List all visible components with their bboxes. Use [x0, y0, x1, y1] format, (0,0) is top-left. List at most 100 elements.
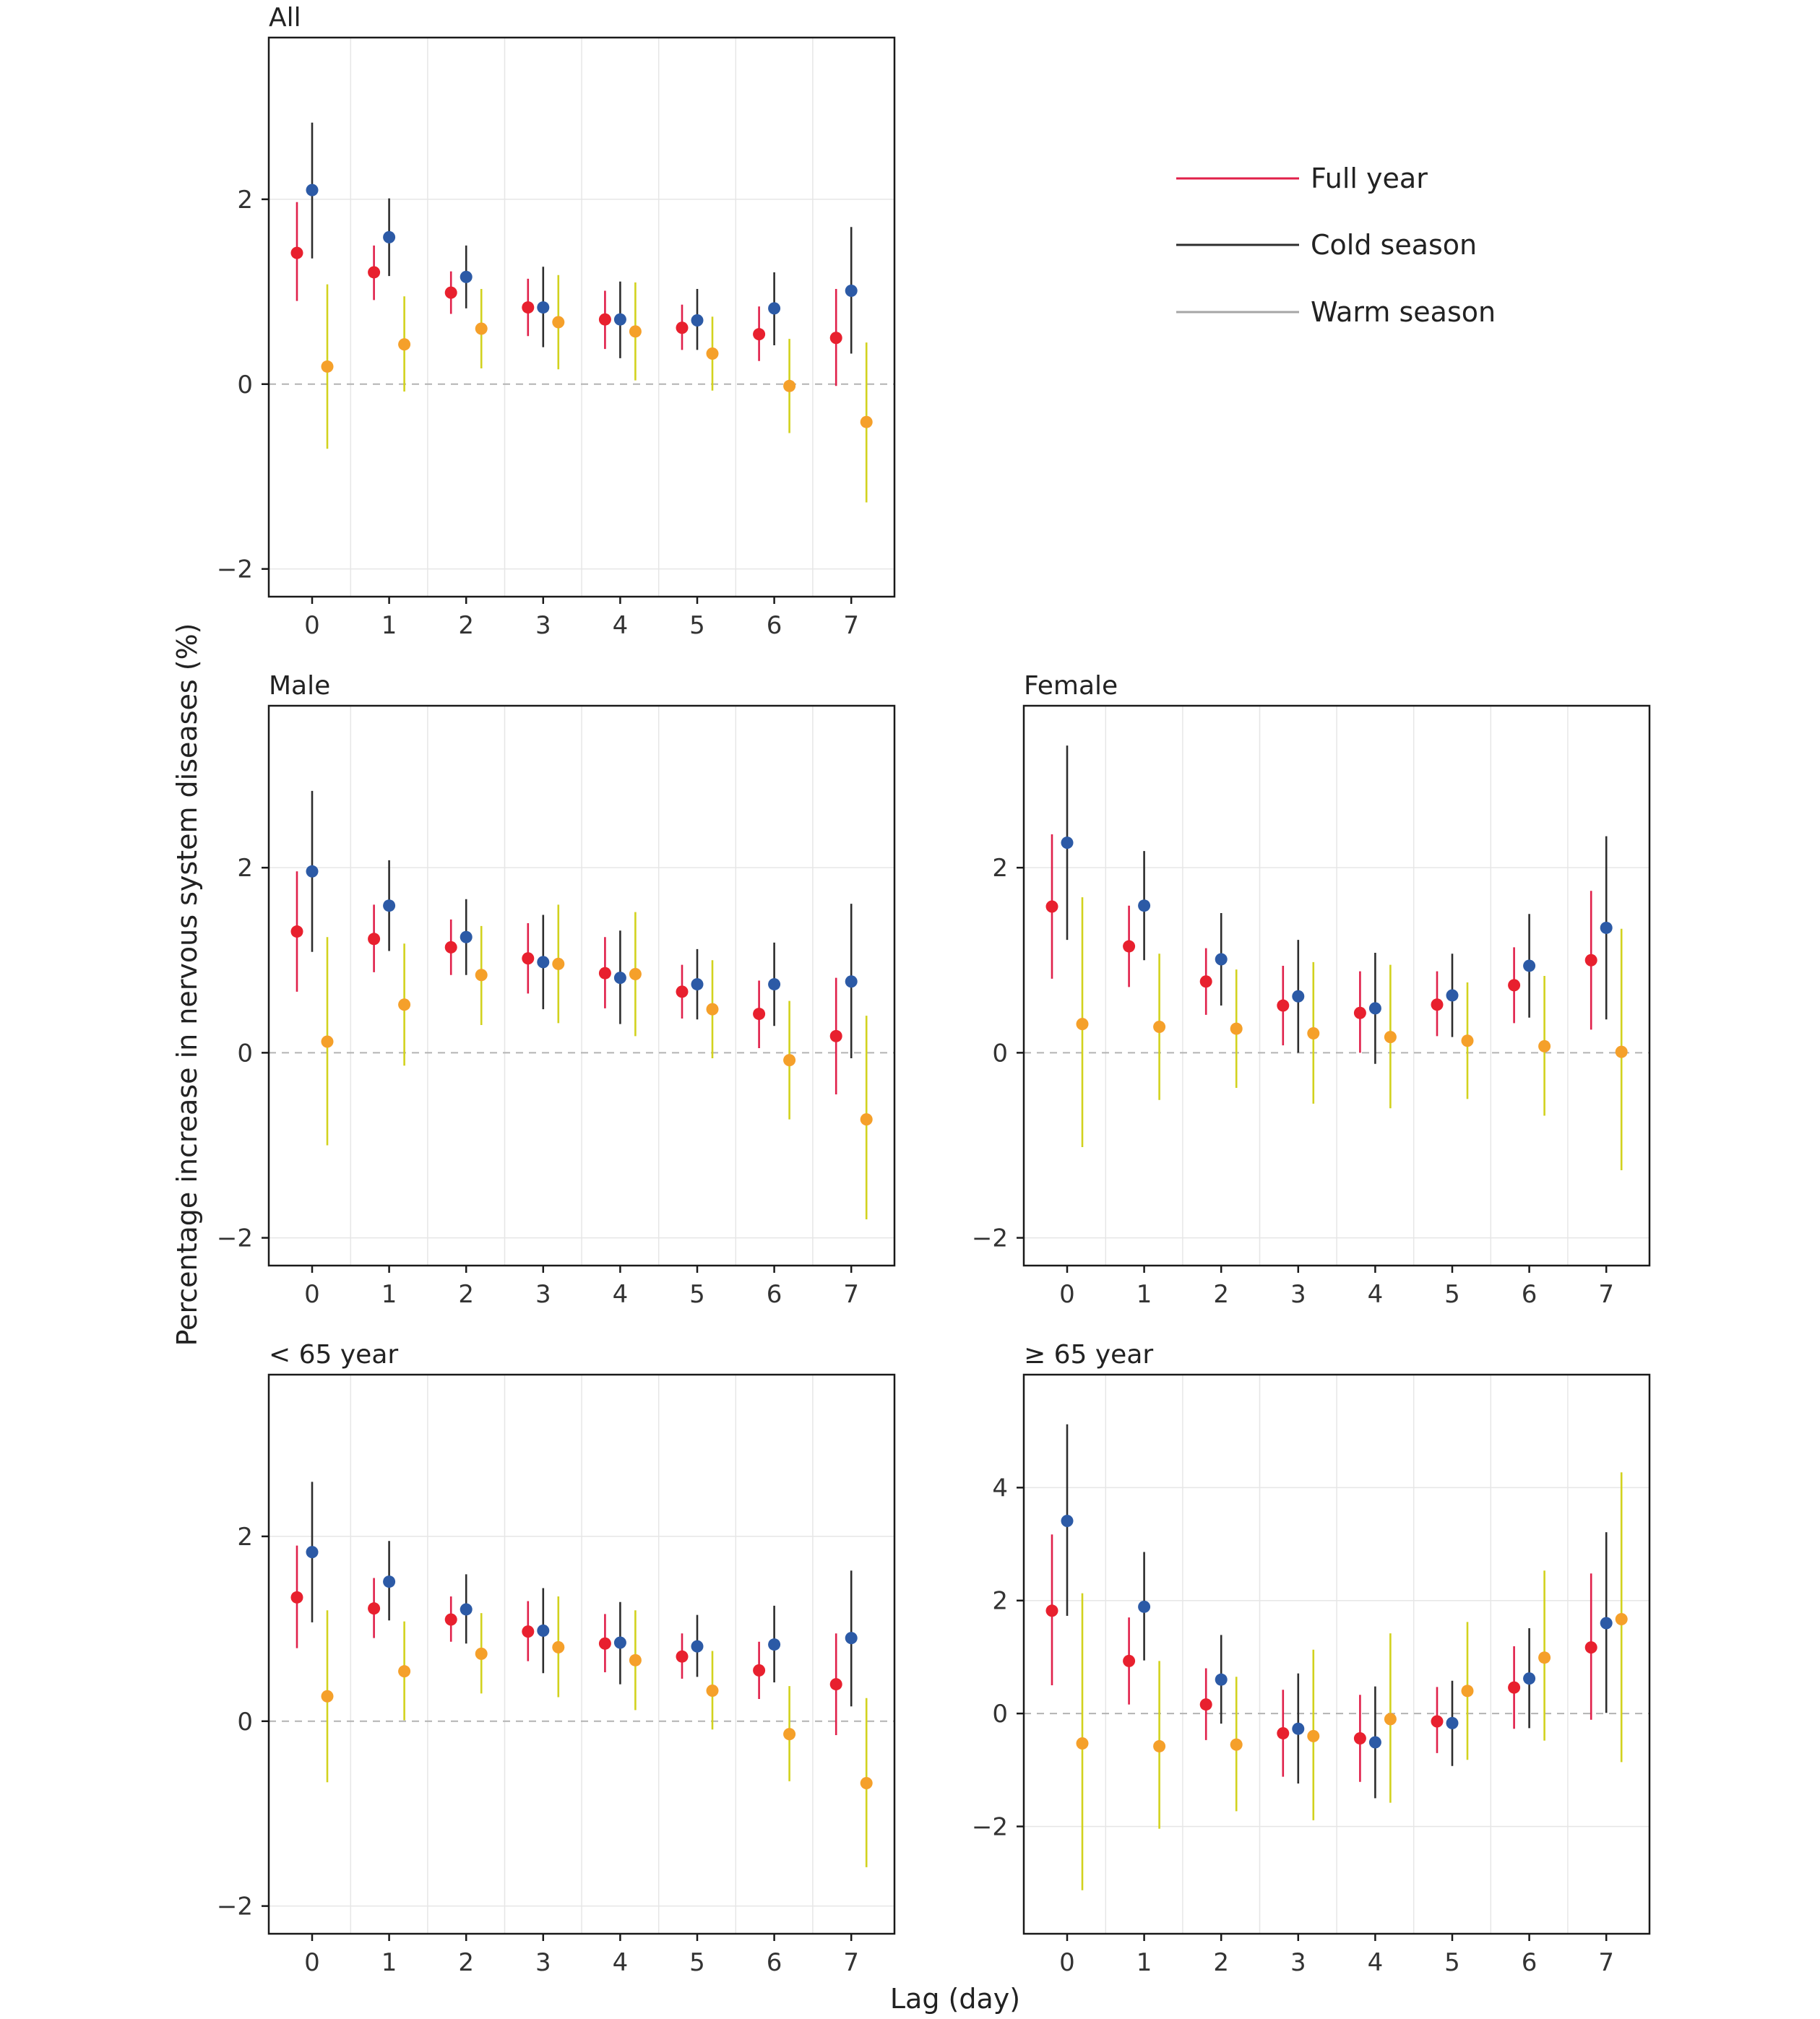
data-point	[1615, 1613, 1628, 1626]
data-point	[1061, 836, 1074, 849]
data-point	[444, 941, 457, 954]
x-tick-label: 1	[381, 1280, 397, 1309]
data-point	[753, 1008, 766, 1021]
data-point	[860, 1776, 873, 1789]
y-tick-label: −2	[217, 555, 253, 584]
y-tick-label: 0	[237, 1039, 253, 1068]
x-tick-label: 4	[613, 611, 629, 640]
x-tick-label: 6	[767, 611, 782, 640]
data-point	[676, 1650, 689, 1663]
y-tick-label: 0	[237, 1708, 253, 1737]
y-tick-label: 2	[237, 186, 253, 215]
data-point	[1045, 900, 1058, 913]
data-point	[691, 978, 704, 991]
data-point	[306, 1546, 319, 1559]
x-tick-label: 0	[304, 611, 320, 640]
x-tick-label: 1	[381, 1948, 397, 1977]
data-point	[1353, 1732, 1366, 1745]
panel-under-65: −2 0 2 0 1 2 3 4 5 6 7 < 65 year	[217, 1340, 896, 1977]
data-point	[691, 314, 704, 327]
x-tick-label: 0	[304, 1948, 320, 1977]
data-point	[676, 985, 689, 998]
panel-female: −2 0 2 0 1 2 3 4 5 6 7 Female	[972, 671, 1651, 1309]
x-tick-label: 5	[689, 611, 705, 640]
data-point	[537, 956, 550, 969]
series-warm-season	[1076, 1472, 1628, 1890]
data-point	[1431, 1715, 1444, 1728]
data-point	[768, 978, 781, 991]
series-warm-season	[321, 274, 873, 503]
data-point	[444, 1613, 457, 1626]
data-point	[368, 266, 381, 279]
data-point	[552, 316, 565, 329]
data-point	[383, 899, 396, 912]
data-point	[475, 1647, 488, 1660]
data-point	[1508, 1681, 1521, 1694]
data-point	[1215, 1673, 1228, 1686]
plot-frame	[1022, 1373, 1651, 1935]
y-tick-label: 0	[992, 1039, 1008, 1068]
data-point	[1368, 1736, 1381, 1749]
data-point	[1277, 1726, 1290, 1739]
x-tick-label: 3	[1290, 1280, 1306, 1309]
data-point	[1584, 1641, 1597, 1654]
data-point	[368, 933, 381, 946]
y-axis-title: Percentage increase in nervous system di…	[171, 623, 203, 1346]
x-tick-label: 6	[767, 1280, 782, 1309]
data-point	[845, 975, 858, 988]
series-cold-season	[1061, 1424, 1613, 1799]
x-tick-label: 3	[535, 611, 551, 640]
x-tick-label: 2	[1213, 1280, 1229, 1309]
data-point	[460, 1603, 473, 1616]
data-point	[629, 1653, 642, 1666]
x-tick-label: 5	[1444, 1280, 1460, 1309]
data-point	[860, 415, 873, 428]
data-point	[321, 1690, 334, 1703]
data-point	[1615, 1045, 1628, 1058]
data-point	[1384, 1031, 1397, 1044]
y-tick-label: −2	[972, 1812, 1008, 1841]
data-point	[398, 998, 411, 1011]
x-tick-label: 7	[843, 1280, 859, 1309]
x-tick-label: 4	[613, 1948, 629, 1977]
series-cold-season	[1061, 745, 1613, 1064]
panel-title: Male	[269, 671, 330, 701]
data-point	[1215, 953, 1228, 966]
data-point	[753, 328, 766, 341]
data-point	[706, 1685, 719, 1698]
y-tick-label: 0	[992, 1700, 1008, 1729]
data-point	[522, 1625, 535, 1638]
data-point	[1523, 1672, 1536, 1685]
x-tick-label: 7	[843, 1948, 859, 1977]
x-tick-label: 2	[458, 1280, 474, 1309]
panel-65-plus: −2 0 2 4 0 1 2 3 4 5 6 7 ≥ 65 year	[972, 1340, 1651, 1977]
data-point	[290, 925, 303, 938]
series-cold-season	[306, 790, 858, 1059]
x-tick-label: 2	[1213, 1948, 1229, 1977]
data-point	[475, 322, 488, 335]
x-tick-label: 7	[1598, 1948, 1614, 1977]
data-point	[1292, 1722, 1305, 1735]
data-point	[1230, 1738, 1243, 1751]
data-point	[537, 301, 550, 314]
x-tick-label: 5	[689, 1280, 705, 1309]
x-tick-label: 1	[1137, 1280, 1152, 1309]
data-point	[1368, 1002, 1381, 1015]
data-point	[1353, 1006, 1366, 1019]
x-tick-label: 7	[843, 611, 859, 640]
data-point	[290, 1591, 303, 1604]
data-point	[629, 325, 642, 338]
data-point	[706, 347, 719, 360]
panel-male: −2 0 2 0 1 2 3 4 5 6 7 Male	[217, 671, 896, 1309]
series-cold-season	[306, 122, 858, 358]
data-point	[768, 1638, 781, 1651]
data-point	[860, 1113, 873, 1126]
panels: −2 0 2 0 1 2 3 4 5 6 7 All −2 0 2 0 1 2 3 4 5 6 7 Male −2 0 2 0 1 2 3 4…	[217, 3, 1651, 1977]
data-point	[1538, 1651, 1551, 1664]
data-point	[676, 321, 689, 334]
data-point	[1307, 1729, 1320, 1742]
data-point	[613, 1636, 626, 1649]
data-point	[1292, 990, 1305, 1003]
plot-frame	[1022, 704, 1651, 1267]
